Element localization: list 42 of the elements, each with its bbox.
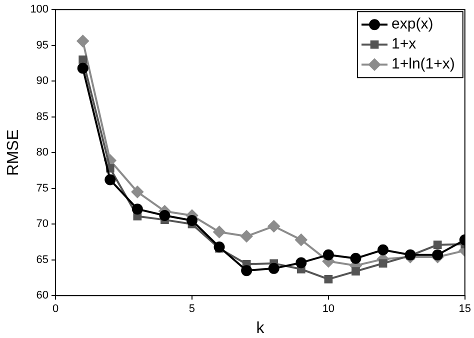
y-tick-label: 80 — [36, 146, 49, 159]
point — [433, 240, 442, 250]
point — [241, 265, 252, 276]
point — [214, 241, 225, 252]
legend-label: 1+ln(1+x) — [392, 56, 455, 73]
point — [352, 267, 360, 276]
point — [104, 174, 116, 186]
point — [268, 220, 280, 232]
point — [78, 55, 88, 64]
point — [322, 249, 334, 260]
legend-label: exp(x) — [392, 16, 434, 33]
point — [76, 35, 89, 48]
point — [324, 274, 333, 284]
legend-label: 1+x — [392, 36, 417, 53]
y-tick-label: 95 — [36, 39, 49, 52]
y-tick-label: 70 — [36, 218, 49, 230]
x-tick-label: 0 — [52, 303, 59, 316]
x-tick-label: 15 — [458, 303, 472, 316]
y-tick-label: 90 — [36, 75, 49, 88]
point — [295, 234, 308, 246]
x-tick-label: 10 — [322, 303, 335, 316]
point — [432, 249, 444, 260]
y-tick-label: 60 — [36, 290, 49, 302]
point — [296, 257, 307, 268]
point — [131, 186, 144, 198]
point — [159, 210, 170, 222]
point — [268, 262, 280, 274]
y-tick-label: 75 — [36, 182, 49, 194]
y-axis-title: RMSE — [5, 129, 22, 176]
point — [132, 204, 143, 215]
point — [350, 252, 362, 264]
point — [240, 230, 253, 242]
y-tick-label: 85 — [36, 110, 49, 123]
point — [378, 259, 388, 268]
x-tick-label: 5 — [188, 303, 196, 316]
y-tick-label: 100 — [30, 4, 49, 16]
point — [213, 226, 226, 238]
point — [77, 62, 88, 74]
y-tick-label: 65 — [36, 254, 49, 266]
point — [378, 244, 389, 256]
point — [186, 215, 198, 226]
x-axis-title: k — [256, 320, 266, 337]
